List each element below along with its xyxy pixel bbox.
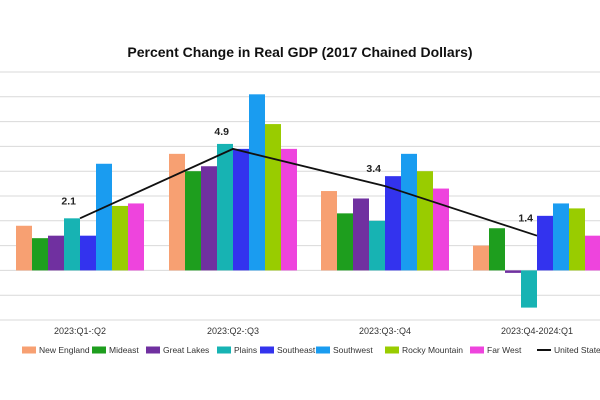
legend-swatch (260, 346, 274, 354)
gridlines (0, 71, 600, 321)
bar-rocky-mountain-1 (112, 205, 128, 271)
bar-new-england-2 (169, 153, 185, 271)
bar-new-england-4 (473, 245, 489, 271)
bar-mideast-4 (489, 228, 505, 271)
bar-great-lakes-3 (353, 198, 369, 271)
bar-southwest-2 (249, 94, 265, 271)
legend-label: Southwest (333, 345, 373, 355)
bar-southeast-3 (385, 176, 401, 271)
bar-rocky-mountain-2 (265, 124, 281, 271)
x-tick-label: 2023:Q1-:Q2 (54, 326, 106, 336)
bar-plains-1 (64, 218, 80, 271)
bar-new-england-1 (16, 225, 32, 271)
bar-great-lakes-1 (48, 235, 64, 271)
bar-far-west-4 (585, 235, 600, 271)
us-line (79, 147, 538, 237)
bar-far-west-3 (433, 188, 449, 271)
data-label: 4.9 (214, 126, 229, 138)
bar-new-england-3 (321, 191, 337, 271)
legend-label: United States (554, 345, 600, 355)
legend-swatch (316, 346, 330, 354)
bar-great-lakes-2 (201, 166, 217, 271)
legend-label: Mideast (109, 345, 139, 355)
bar-southwest-1 (96, 163, 112, 271)
legend-swatch (385, 346, 399, 354)
legend-swatch (22, 346, 36, 354)
bar-plains-3 (369, 220, 385, 271)
legend-label: Rocky Mountain (402, 345, 463, 355)
legend-label: Great Lakes (163, 345, 209, 355)
bar-mideast-1 (32, 238, 48, 271)
legend: New England Mideast Great Lakes Plains South… (22, 345, 600, 355)
bar-rocky-mountain-4 (569, 208, 585, 271)
bar-mideast-2 (185, 171, 201, 271)
data-label: 3.4 (366, 163, 381, 175)
legend-swatch (470, 346, 484, 354)
bar-southeast-2 (233, 148, 249, 271)
us-line-path (79, 147, 538, 237)
bar-southeast-4 (537, 215, 553, 271)
x-tick-label: 2023:Q2-:Q3 (207, 326, 259, 336)
bar-far-west-2 (281, 148, 297, 271)
bar-plains-2 (217, 143, 233, 271)
legend-label: Plains (234, 345, 257, 355)
legend-label: New England (39, 345, 90, 355)
bar-southwest-4 (553, 203, 569, 271)
bar-southwest-3 (401, 153, 417, 271)
bar-plains-4 (521, 270, 537, 308)
data-label: 2.1 (61, 195, 76, 207)
bar-southeast-1 (80, 235, 96, 271)
legend-swatch (217, 346, 231, 354)
bar-far-west-1 (128, 203, 144, 271)
data-labels: 2.1 4.9 3.4 1.4 (61, 126, 533, 225)
bars (16, 94, 600, 308)
x-tick-label: 2023:Q3-:Q4 (359, 326, 411, 336)
x-tick-label: 2023:Q4-2024:Q1 (501, 326, 573, 336)
bar-rocky-mountain-3 (417, 171, 433, 271)
legend-label: Far West (487, 345, 522, 355)
legend-swatch (146, 346, 160, 354)
legend-label: Southeast (277, 345, 316, 355)
bar-mideast-3 (337, 213, 353, 271)
legend-swatch (92, 346, 106, 354)
bar-great-lakes-4 (505, 270, 521, 273)
x-tick-labels: 2023:Q1-:Q2 2023:Q2-:Q3 2023:Q3-:Q4 2023:Q4… (54, 326, 573, 336)
chart-title: Percent Change in Real GDP (2017 Chained… (127, 44, 472, 60)
data-label: 1.4 (518, 213, 533, 225)
